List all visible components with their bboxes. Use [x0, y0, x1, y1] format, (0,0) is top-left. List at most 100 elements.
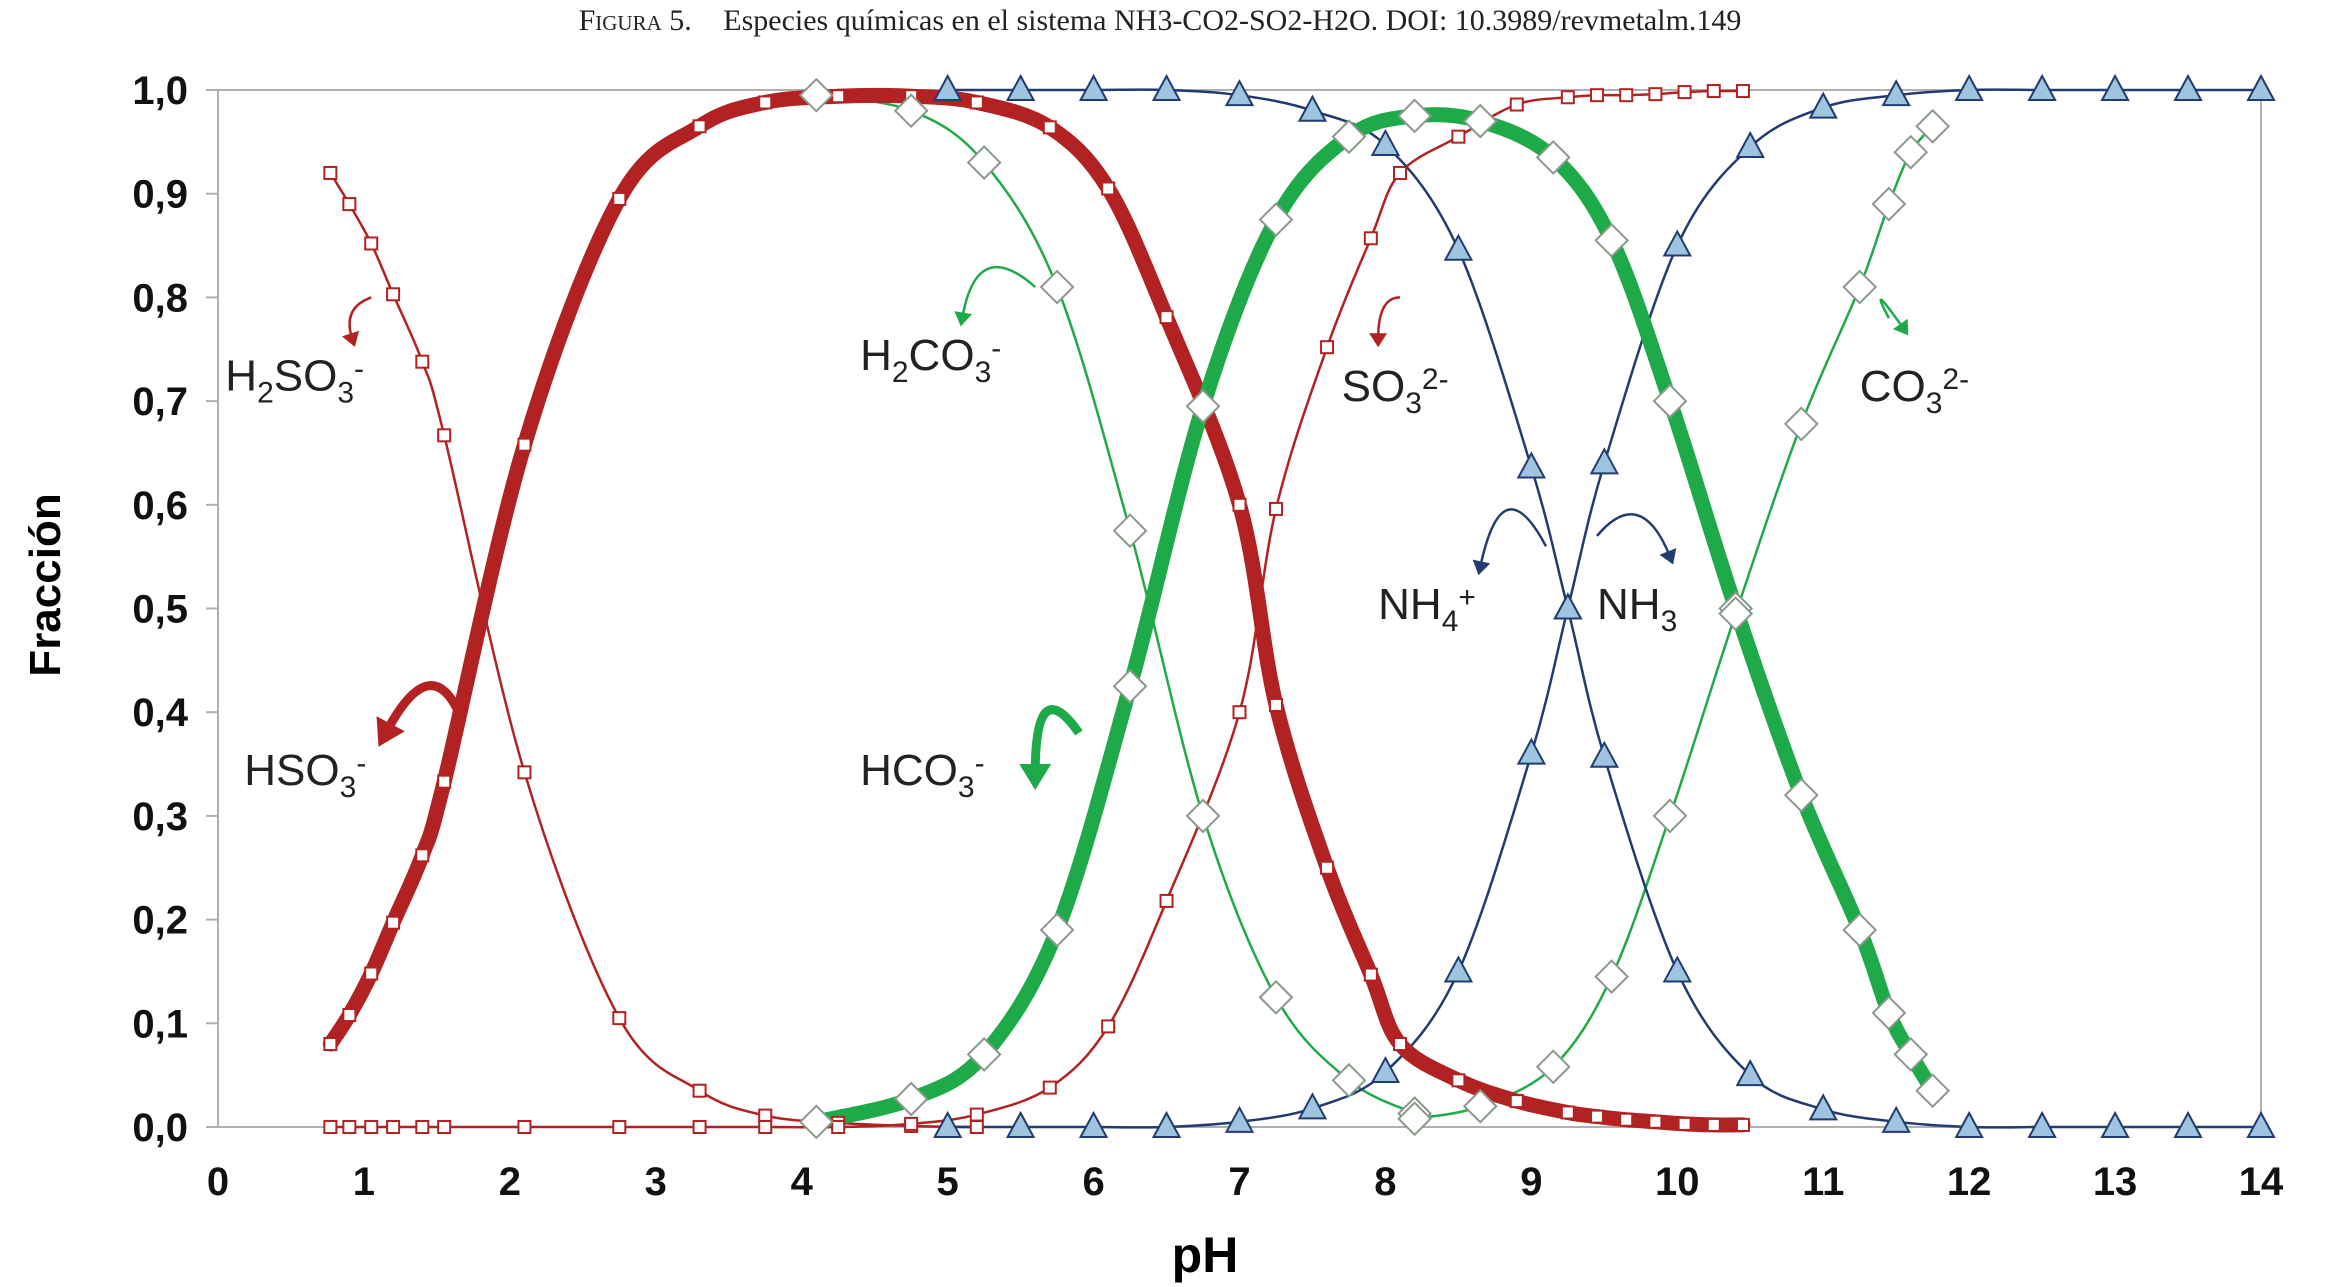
- y-tick-label: 0,0: [132, 1106, 188, 1150]
- data-point: [1159, 893, 1174, 908]
- annotation-hco3: HCO3-: [860, 705, 1083, 804]
- data-point: [1842, 269, 1878, 305]
- series-line-nh3: [946, 88, 2263, 1129]
- series-points-co3-2: [1397, 108, 1951, 1137]
- data-point: [2027, 1110, 2057, 1138]
- x-tick-label: 9: [1520, 1160, 1542, 1204]
- data-point: [2027, 73, 2057, 101]
- annotation-arrowhead: [1892, 318, 1909, 336]
- y-tick-label: 0,2: [132, 899, 188, 943]
- data-point: [1331, 1062, 1367, 1098]
- data-point: [1462, 103, 1498, 139]
- data-point: [758, 1108, 773, 1123]
- data-point: [1112, 513, 1148, 549]
- data-point: [1553, 592, 1583, 620]
- axis-ticks: 0 1 2 3 4 5 6 7 8 9 10 11 12 13 140,00,10,20,30,40,50,…: [132, 69, 2284, 1204]
- data-point: [966, 145, 1002, 181]
- series-line-nh4: [946, 88, 2263, 1129]
- annotation-label: NH4+: [1378, 580, 1476, 638]
- data-point: [1393, 1037, 1408, 1052]
- data-point: [1232, 497, 1247, 512]
- data-point: [1589, 447, 1619, 475]
- data-point: [1039, 269, 1075, 305]
- data-point: [517, 765, 532, 780]
- data-point: [1509, 1094, 1524, 1109]
- series-points-h2so3: [323, 165, 984, 1134]
- data-point: [1718, 596, 1754, 632]
- y-tick-label: 0,5: [132, 588, 188, 632]
- x-tick-label: 1: [353, 1160, 375, 1204]
- data-point: [415, 1120, 430, 1134]
- data-point: [2100, 1110, 2130, 1138]
- annotation-nh4: NH4+: [1378, 508, 1548, 638]
- annotation-arrowhead: [1369, 333, 1388, 348]
- x-axis-label: pH: [1172, 1227, 1239, 1283]
- x-tick-label: 7: [1228, 1160, 1250, 1204]
- data-point: [1112, 668, 1148, 704]
- data-point: [692, 1120, 707, 1134]
- x-tick-label: 13: [2093, 1160, 2138, 1204]
- data-point: [1735, 1117, 1750, 1132]
- data-point: [831, 89, 846, 104]
- data-point: [386, 915, 401, 930]
- x-tick-label: 3: [645, 1160, 667, 1204]
- data-point: [1042, 1080, 1057, 1095]
- data-point: [1151, 1110, 1182, 1138]
- data-point: [1915, 108, 1951, 144]
- data-point: [1706, 84, 1721, 99]
- data-point: [2246, 73, 2276, 101]
- annotation-h2so3: H2SO3-: [225, 296, 372, 410]
- data-point: [904, 1116, 919, 1131]
- data-point: [1258, 979, 1294, 1015]
- data-point: [1042, 120, 1057, 135]
- data-point: [1185, 388, 1221, 424]
- data-point: [437, 1120, 452, 1134]
- data-point: [2173, 73, 2203, 101]
- annotation-arrowhead: [341, 330, 360, 347]
- data-point: [1842, 912, 1878, 948]
- x-tick-label: 6: [1082, 1160, 1104, 1204]
- data-point: [323, 1120, 338, 1134]
- data-point: [415, 354, 430, 369]
- x-tick-label: 2: [499, 1160, 521, 1204]
- data-point: [1268, 697, 1283, 712]
- figure-caption: Figura 5. Especies químicas en el sistem…: [579, 4, 1742, 37]
- annotation-arrowhead: [1472, 559, 1491, 576]
- data-point: [1443, 233, 1474, 261]
- data-point: [1808, 1093, 1838, 1121]
- data-point: [1397, 98, 1433, 134]
- data-point: [1652, 383, 1688, 419]
- data-point: [1005, 73, 1036, 101]
- data-point: [517, 1120, 532, 1134]
- data-point: [1101, 1019, 1116, 1034]
- x-tick-label: 12: [1947, 1160, 1992, 1204]
- data-point: [1232, 705, 1247, 720]
- annotation-arrow: [1030, 705, 1083, 775]
- data-point: [1735, 130, 1765, 159]
- data-point: [1662, 955, 1692, 983]
- data-point: [1619, 1112, 1634, 1127]
- data-point: [1706, 1117, 1721, 1132]
- y-tick-label: 0,7: [132, 380, 188, 424]
- annotation-arrowhead: [1019, 764, 1052, 791]
- data-point: [1619, 88, 1634, 103]
- y-axis-label: Fracción: [21, 493, 70, 676]
- data-point: [1297, 94, 1328, 122]
- series-points-hso3: [323, 89, 1750, 1132]
- data-point: [798, 77, 834, 113]
- data-point: [1370, 128, 1401, 156]
- data-point: [1652, 798, 1688, 834]
- annotation-arrow: [961, 265, 1037, 319]
- data-point: [1783, 406, 1819, 442]
- data-point: [932, 1110, 963, 1138]
- data-point: [1224, 79, 1255, 107]
- annotation-h2co3: H2CO3-: [860, 265, 1037, 389]
- data-point: [893, 1081, 929, 1117]
- data-point: [1078, 1110, 1109, 1138]
- annotation-co32: CO32-: [1860, 298, 1969, 420]
- data-point: [1039, 912, 1075, 948]
- series-points-h2co3: [798, 77, 1433, 1131]
- data-point: [966, 1036, 1002, 1072]
- data-point: [342, 1008, 357, 1023]
- data-point: [1735, 84, 1750, 99]
